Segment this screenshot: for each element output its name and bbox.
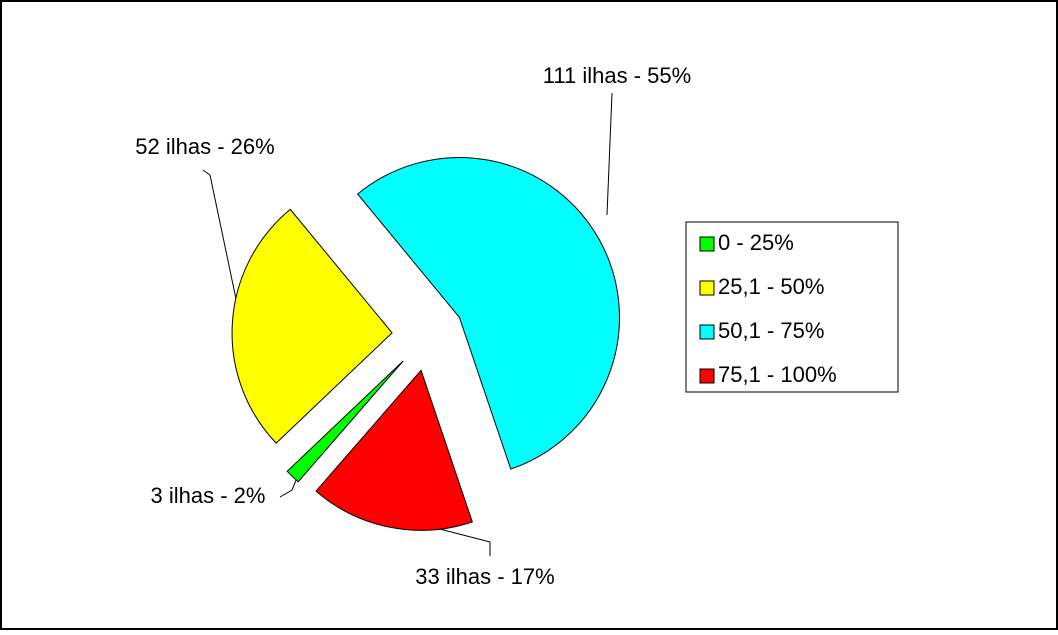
data-label: 111 ilhas - 55%	[543, 63, 691, 88]
pie-slice	[286, 360, 404, 483]
legend-label: 0 - 25%	[718, 230, 794, 255]
legend-swatch	[699, 368, 715, 384]
legend-label: 75,1 - 100%	[718, 362, 837, 387]
legend-swatch	[699, 236, 715, 252]
legend-box	[685, 221, 899, 393]
data-label: 52 ilhas - 26%	[135, 134, 274, 159]
leader-line	[202, 169, 241, 319]
legend-swatch	[699, 280, 715, 296]
pie-slice	[231, 208, 393, 444]
pie-slice	[315, 369, 473, 531]
legend-label: 50,1 - 75%	[718, 318, 824, 343]
leader-line	[606, 92, 613, 216]
pie-slice	[356, 157, 620, 470]
data-label: 33 ilhas - 17%	[415, 564, 554, 589]
legend-swatch	[699, 324, 715, 340]
legend-label: 25,1 - 50%	[718, 274, 824, 299]
data-label: 3 ilhas - 2%	[151, 483, 266, 508]
